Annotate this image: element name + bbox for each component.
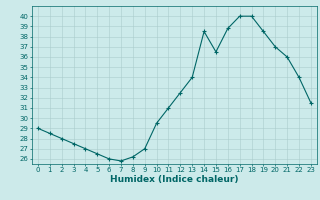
X-axis label: Humidex (Indice chaleur): Humidex (Indice chaleur) (110, 175, 239, 184)
